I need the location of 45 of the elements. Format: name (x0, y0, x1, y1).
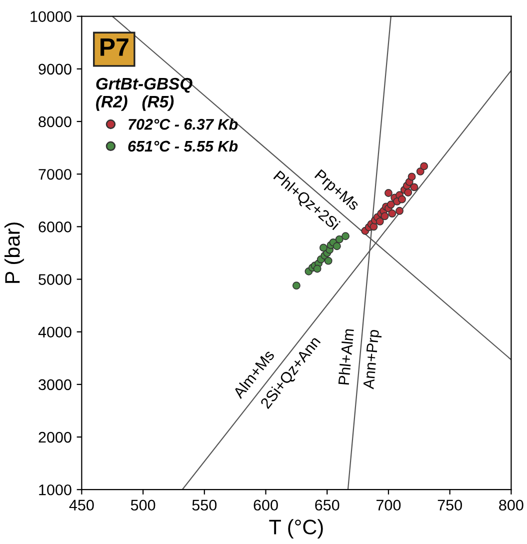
point (335, 235, 344, 244)
point (416, 167, 424, 176)
x-tick-label: 450 (69, 500, 94, 511)
point (376, 217, 384, 226)
point (380, 212, 389, 220)
point (386, 200, 395, 209)
y-tick-label: 2000 (38, 432, 72, 443)
point (388, 210, 396, 218)
point (404, 188, 412, 196)
text: P7 (100, 38, 128, 56)
y-tick-label: 4000 (38, 326, 72, 338)
point (398, 195, 406, 204)
y-tick-label: 5000 (38, 274, 72, 285)
point (342, 232, 350, 240)
point (408, 172, 416, 181)
point (384, 189, 392, 197)
y-tick-label: 8000 (38, 116, 72, 128)
point (292, 282, 300, 290)
point (313, 264, 322, 273)
point (410, 183, 418, 192)
legend-title: GrtBt-GBSQ (R2) (R5) (96, 78, 192, 111)
y-tick-label: 3000 (38, 379, 72, 390)
x-tick-label: 650 (315, 500, 340, 511)
x-tick-label: 550 (192, 500, 217, 511)
y-tick-label: 10000 (30, 11, 72, 22)
annotation: Phl+Alm (338, 328, 354, 385)
point (420, 162, 428, 170)
legend-label: 702°C - 6.37 Kb (128, 118, 238, 130)
point (396, 206, 404, 215)
x-tick-label: 800 (499, 500, 524, 511)
point (319, 244, 328, 252)
point (332, 242, 341, 250)
point (324, 256, 332, 265)
x-tick-label: 700 (376, 500, 401, 511)
y-tick-label: 6000 (38, 222, 72, 232)
legend-label: 651°C - 5.55 Kb (128, 140, 238, 152)
x-tick-label: 750 (438, 500, 462, 511)
y-tick-label: 7000 (38, 168, 72, 180)
annotation: Ann+Prp (363, 329, 382, 390)
x-tick-label: 500 (130, 500, 156, 511)
y-axis-title: P (bar) (4, 222, 24, 283)
y-tick-label: 9000 (38, 64, 72, 75)
x-axis-title: T (°C) (269, 519, 323, 539)
x-tick-label: 600 (254, 500, 278, 511)
y-tick-label: 1000 (39, 484, 72, 496)
